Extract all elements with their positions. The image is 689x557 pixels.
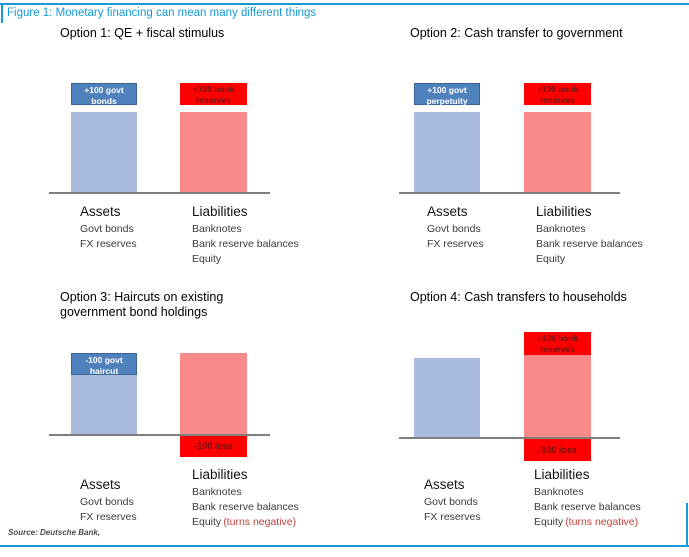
loss-box: -100 loss bbox=[180, 436, 247, 457]
asset-item: Govt bonds bbox=[80, 223, 134, 235]
liabilities-bar bbox=[180, 112, 247, 192]
liabilities-change-label-line2: reserves bbox=[196, 94, 231, 105]
top-rule bbox=[0, 3, 689, 5]
asset-item: Govt bonds bbox=[424, 496, 478, 508]
liabilities-change-label-line2: reserves bbox=[540, 94, 575, 105]
liability-item: Bank reserve balances bbox=[536, 238, 643, 250]
liabilities-bar bbox=[180, 353, 247, 434]
equity-item: Equity bbox=[192, 252, 299, 267]
panel-title-line1: Option 2: Cash transfer to government bbox=[410, 26, 623, 40]
liability-item: Banknotes bbox=[534, 486, 584, 498]
liability-item: Bank reserve balances bbox=[534, 501, 641, 513]
liabilities-header: Liabilities bbox=[534, 467, 590, 482]
assets-column: Assets Govt bonds FX reserves bbox=[424, 477, 481, 525]
axis-line bbox=[49, 434, 270, 436]
liabilities-bar bbox=[524, 355, 591, 437]
source-text: Source: Deutsche Bank, bbox=[8, 528, 101, 537]
equity-label: Equity bbox=[192, 253, 222, 265]
liabilities-bar bbox=[524, 112, 591, 192]
assets-change-label-line1: +100 govt bbox=[427, 85, 467, 95]
liabilities-change-label-line1: +100 bank bbox=[536, 333, 579, 343]
equity-label: Equity bbox=[192, 516, 222, 528]
liability-item: Banknotes bbox=[192, 486, 242, 498]
liabilities-change-box: +100 bank reserves bbox=[524, 83, 591, 105]
axis-line bbox=[49, 192, 270, 194]
assets-header: Assets bbox=[80, 477, 121, 492]
equity-item: Equity bbox=[536, 252, 643, 267]
loss-box: -100 loss bbox=[524, 439, 591, 461]
liabilities-change-box: +100 bank reserves bbox=[180, 83, 247, 105]
liability-item: Bank reserve balances bbox=[192, 238, 299, 250]
asset-item: FX reserves bbox=[80, 238, 137, 250]
panel-title-line2: government bond holdings bbox=[60, 305, 208, 319]
asset-item: FX reserves bbox=[80, 511, 137, 523]
liabilities-column: Liabilities Banknotes Bank reserve balan… bbox=[192, 467, 299, 530]
panel-option-4: Option 4: Cash transfers to households +… bbox=[380, 286, 689, 541]
assets-bar bbox=[71, 375, 137, 434]
asset-item: FX reserves bbox=[427, 238, 484, 250]
assets-header: Assets bbox=[427, 204, 468, 219]
bottom-rule bbox=[0, 545, 689, 547]
liability-item: Bank reserve balances bbox=[192, 501, 299, 513]
panel-title: Option 2: Cash transfer to government bbox=[410, 26, 623, 41]
asset-item: Govt bonds bbox=[80, 496, 134, 508]
assets-change-box: -100 govt haircut bbox=[71, 353, 137, 376]
asset-item: Govt bonds bbox=[427, 223, 481, 235]
liabilities-change-label-line2: reserves bbox=[540, 343, 575, 354]
panel-title: Option 3: Haircuts on existing governmen… bbox=[60, 290, 223, 320]
axis-line bbox=[399, 192, 620, 194]
top-left-tick bbox=[1, 3, 3, 23]
liabilities-header: Liabilities bbox=[192, 204, 248, 219]
panel-title: Option 4: Cash transfers to households bbox=[410, 290, 627, 305]
asset-item: FX reserves bbox=[424, 511, 481, 523]
liabilities-header: Liabilities bbox=[192, 467, 248, 482]
assets-column: Assets Govt bonds FX reserves bbox=[80, 204, 137, 252]
equity-label: Equity bbox=[534, 516, 564, 528]
assets-bar bbox=[71, 112, 137, 192]
equity-item: Equity (turns negative) bbox=[534, 515, 641, 530]
equity-note: (turns negative) bbox=[565, 516, 639, 528]
panel-option-3: Option 3: Haircuts on existing governmen… bbox=[30, 286, 360, 541]
liabilities-header: Liabilities bbox=[536, 204, 592, 219]
liabilities-change-label-line1: +100 bank bbox=[536, 84, 579, 94]
panel-title-line1: Option 4: Cash transfers to households bbox=[410, 290, 627, 304]
bottom-right-tick bbox=[686, 503, 688, 547]
panel-title-line1: Option 1: QE + fiscal stimulus bbox=[60, 26, 225, 40]
assets-change-label-line1: -100 govt bbox=[85, 355, 123, 365]
axis-line bbox=[399, 437, 620, 439]
assets-change-label-line2: haircut bbox=[89, 365, 119, 376]
equity-label: Equity bbox=[536, 253, 566, 265]
assets-column: Assets Govt bonds FX reserves bbox=[80, 477, 137, 525]
liability-item: Banknotes bbox=[536, 223, 586, 235]
liability-item: Banknotes bbox=[192, 223, 242, 235]
liabilities-column: Liabilities Banknotes Bank reserve balan… bbox=[534, 467, 641, 530]
equity-item: Equity (turns negative) bbox=[192, 515, 299, 530]
assets-bar bbox=[414, 358, 480, 437]
liabilities-change-box: +100 bank reserves bbox=[524, 332, 591, 355]
assets-column: Assets Govt bonds FX reserves bbox=[427, 204, 484, 252]
assets-header: Assets bbox=[424, 477, 465, 492]
assets-bar bbox=[414, 112, 480, 192]
assets-change-label-line2: perpetuity bbox=[426, 95, 468, 106]
panel-title-line1: Option 3: Haircuts on existing bbox=[60, 290, 224, 304]
panel-option-2: Option 2: Cash transfer to government +1… bbox=[380, 22, 689, 286]
assets-change-box: +100 govt bonds bbox=[71, 83, 137, 106]
assets-change-label-line2: bonds bbox=[91, 95, 117, 106]
equity-note: (turns negative) bbox=[223, 516, 297, 528]
figure-title: Figure 1: Monetary financing can mean ma… bbox=[7, 7, 317, 19]
liabilities-column: Liabilities Banknotes Bank reserve balan… bbox=[192, 204, 299, 267]
assets-change-label-line1: +100 govt bbox=[84, 85, 124, 95]
panel-option-1: Option 1: QE + fiscal stimulus +100 govt… bbox=[30, 22, 360, 286]
liabilities-change-label-line1: +100 bank bbox=[192, 84, 235, 94]
assets-change-box: +100 govt perpetuity bbox=[414, 83, 480, 106]
assets-header: Assets bbox=[80, 204, 121, 219]
liabilities-column: Liabilities Banknotes Bank reserve balan… bbox=[536, 204, 643, 267]
panel-title: Option 1: QE + fiscal stimulus bbox=[60, 26, 224, 41]
